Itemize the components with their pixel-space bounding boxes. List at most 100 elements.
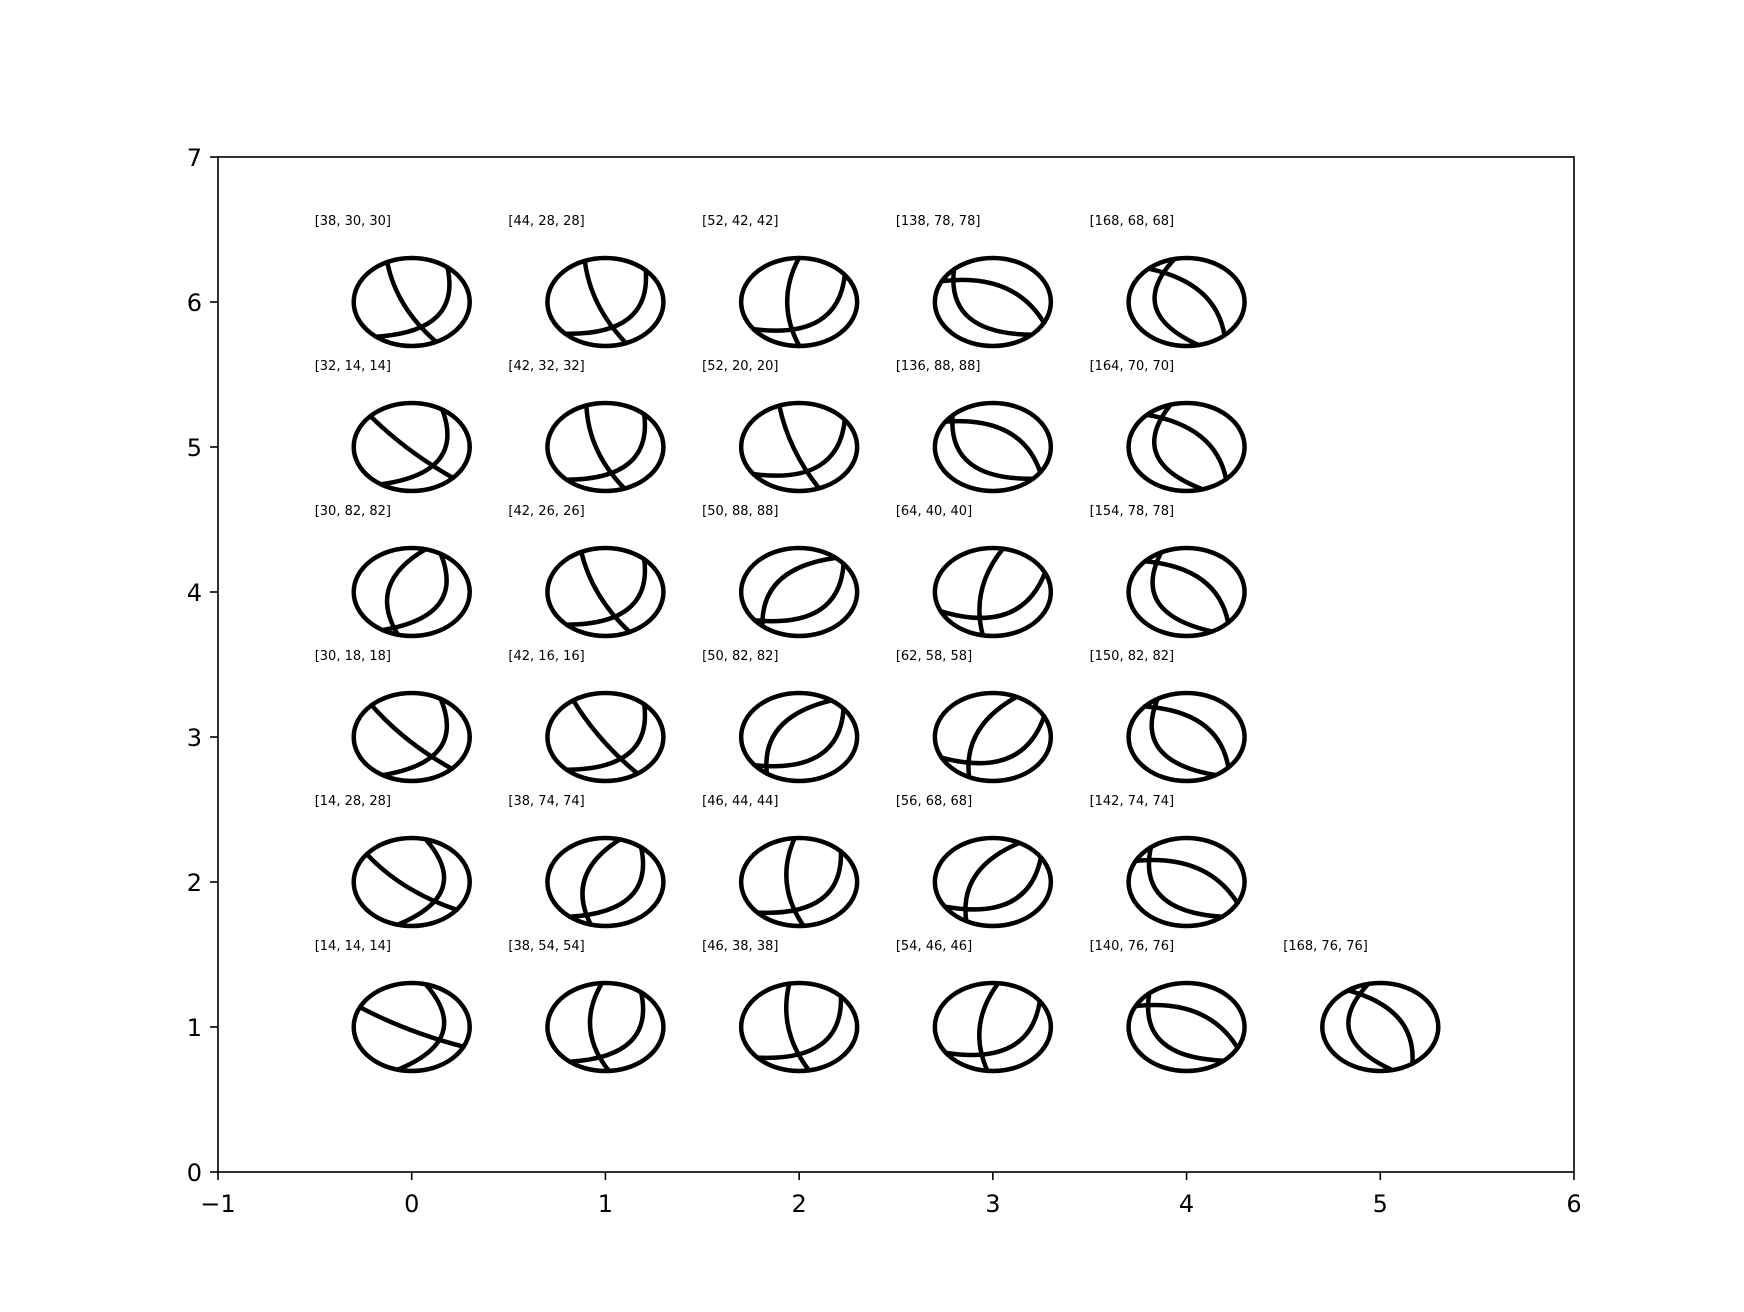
beachball-outline bbox=[351, 400, 472, 494]
beachball-label: [168, 76, 76] bbox=[1283, 939, 1368, 954]
nodal-plane-1 bbox=[395, 982, 447, 1072]
nodal-plane-2 bbox=[977, 980, 1001, 1074]
beachball-label: [64, 40, 40] bbox=[896, 504, 972, 519]
nodal-plane-1 bbox=[380, 551, 449, 633]
x-tick-label: 4 bbox=[1179, 1190, 1194, 1218]
beachball bbox=[545, 400, 666, 494]
nodal-plane-2 bbox=[764, 698, 834, 776]
y-tick-label: 6 bbox=[187, 289, 202, 317]
nodal-plane-2 bbox=[364, 851, 459, 913]
beachball bbox=[351, 400, 472, 494]
beachball bbox=[1126, 545, 1247, 639]
nodal-plane-1 bbox=[1152, 256, 1201, 348]
axes-frame bbox=[217, 156, 1575, 1173]
y-tick-label: 4 bbox=[187, 579, 202, 607]
beachball-label: [62, 58, 58] bbox=[896, 649, 972, 664]
beachball-outline bbox=[351, 255, 472, 349]
nodal-plane-2 bbox=[579, 549, 632, 635]
nodal-plane-2 bbox=[966, 694, 1019, 780]
beachball bbox=[738, 690, 860, 784]
beachball bbox=[1126, 690, 1247, 784]
beachball-label: [38, 30, 30] bbox=[315, 214, 391, 229]
beachball-label: [42, 16, 16] bbox=[508, 649, 584, 664]
beachball-outline bbox=[351, 690, 472, 784]
beachball bbox=[545, 835, 666, 929]
beachball-outline bbox=[932, 980, 1054, 1074]
nodal-plane-1 bbox=[378, 407, 450, 487]
nodal-plane-2 bbox=[977, 546, 1006, 638]
beachball-label: [52, 42, 42] bbox=[702, 214, 778, 229]
nodal-plane-1 bbox=[755, 994, 844, 1061]
nodal-plane-2 bbox=[582, 258, 629, 346]
nodal-plane-2 bbox=[777, 403, 822, 491]
beachball bbox=[738, 835, 860, 929]
beachball-outline bbox=[351, 835, 472, 929]
nodal-plane-2 bbox=[1144, 412, 1229, 482]
beachball-label: [168, 68, 68] bbox=[1090, 214, 1175, 229]
nodal-plane-1 bbox=[564, 702, 648, 772]
beachball-markers bbox=[351, 255, 1441, 1074]
beachball-outline bbox=[545, 835, 666, 929]
beachball-outline bbox=[545, 255, 666, 349]
beachball-label: [142, 74, 74] bbox=[1090, 794, 1175, 809]
nodal-plane-2 bbox=[784, 835, 806, 929]
beachball bbox=[545, 980, 666, 1074]
beachball bbox=[545, 690, 666, 784]
nodal-plane-2 bbox=[760, 555, 839, 629]
beachball-outline bbox=[1320, 980, 1441, 1074]
nodal-plane-1 bbox=[752, 561, 846, 624]
beachball bbox=[932, 690, 1054, 784]
beachball-outline bbox=[932, 545, 1054, 639]
beachball-label: [150, 82, 82] bbox=[1090, 649, 1175, 664]
beachball-label: [38, 54, 54] bbox=[508, 939, 584, 954]
nodal-plane-1 bbox=[380, 696, 450, 778]
y-tick-label: 5 bbox=[187, 434, 202, 462]
nodal-plane-1 bbox=[564, 557, 648, 627]
beachball-outline bbox=[738, 690, 860, 784]
beachball-label: [54, 46, 46] bbox=[896, 939, 972, 954]
nodal-plane-1 bbox=[943, 998, 1043, 1058]
beachball bbox=[351, 980, 472, 1074]
beachball-label: [136, 88, 88] bbox=[896, 359, 981, 374]
beachball-label: [52, 20, 20] bbox=[702, 359, 778, 374]
point-labels: [38, 30, 30] [44, 28, 28] [52, 42, 42] [138… bbox=[315, 214, 1368, 954]
nodal-plane-1 bbox=[942, 855, 1044, 912]
beachball-outline bbox=[545, 690, 666, 784]
y-tick-label: 2 bbox=[187, 869, 202, 897]
beachball-outline bbox=[545, 980, 666, 1074]
beachball bbox=[1126, 980, 1247, 1074]
nodal-plane-2 bbox=[784, 255, 802, 349]
beachball-label: [44, 28, 28] bbox=[508, 214, 584, 229]
nodal-plane-2 bbox=[357, 1005, 466, 1049]
beachball bbox=[738, 545, 860, 639]
beachball-outline bbox=[545, 400, 666, 494]
beachball-label: [164, 70, 70] bbox=[1090, 359, 1175, 374]
nodal-plane-2 bbox=[384, 259, 439, 345]
beachball bbox=[351, 545, 472, 639]
beachball-label: [42, 32, 32] bbox=[508, 359, 584, 374]
nodal-plane-1 bbox=[564, 412, 648, 482]
nodal-plane-1 bbox=[373, 265, 452, 339]
beachball-label: [30, 18, 18] bbox=[315, 649, 391, 664]
beachball bbox=[351, 835, 472, 929]
beachball-outline bbox=[932, 400, 1054, 494]
x-tick-label: 3 bbox=[985, 1190, 1000, 1218]
beachball-label: [30, 82, 82] bbox=[315, 504, 391, 519]
beachball bbox=[545, 545, 666, 639]
nodal-plane-1 bbox=[755, 849, 844, 916]
beachball bbox=[545, 255, 666, 349]
nodal-plane-2 bbox=[580, 837, 623, 927]
beachball bbox=[932, 980, 1054, 1074]
nodal-plane-1 bbox=[951, 267, 1034, 337]
beachball-outline bbox=[1126, 690, 1247, 784]
nodal-plane-1 bbox=[567, 990, 646, 1064]
beachball-label: [50, 88, 88] bbox=[702, 504, 778, 519]
x-tick-label: 1 bbox=[598, 1190, 613, 1218]
x-tick-label: 2 bbox=[792, 1190, 807, 1218]
nodal-plane-2 bbox=[1133, 857, 1240, 906]
beachball-outline bbox=[1126, 980, 1247, 1074]
beachball bbox=[932, 545, 1054, 639]
beachball-label: [138, 78, 78] bbox=[896, 214, 981, 229]
beachball bbox=[1126, 255, 1247, 349]
beachball-outline bbox=[351, 980, 472, 1074]
